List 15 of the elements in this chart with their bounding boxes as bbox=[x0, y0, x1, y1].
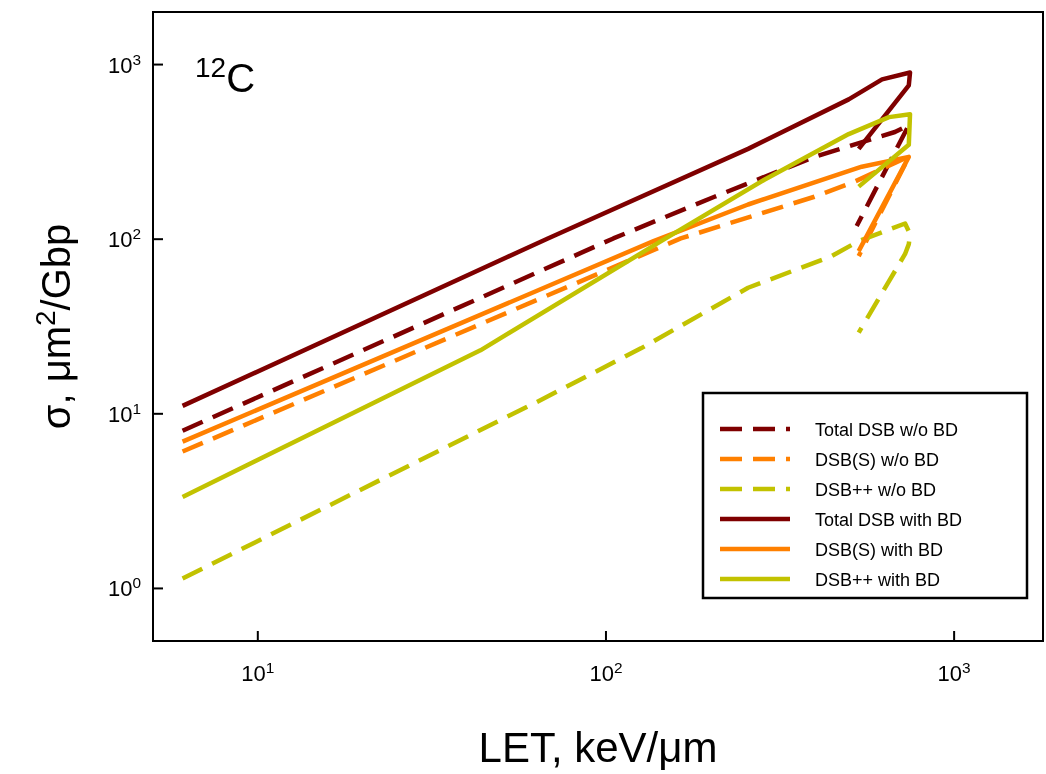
x-tick-label: 10$^{2}$ bbox=[589, 658, 623, 686]
legend-label: DSB++ with BD bbox=[815, 570, 941, 590]
x-axis-title: LET, keV/μm bbox=[478, 724, 718, 771]
x-tick-label: 10$^{3}$ bbox=[937, 658, 971, 686]
legend-label: DSB++ w/o BD bbox=[815, 480, 937, 500]
y-tick-label: 10$^{3}$ bbox=[107, 50, 141, 78]
y-tick-label: 10$^{2}$ bbox=[107, 224, 141, 253]
y-tick-label: 10$^{1}$ bbox=[107, 399, 141, 427]
annotation: $^{12}$C bbox=[195, 51, 256, 100]
legend-label: DSB(S) w/o BD bbox=[815, 450, 940, 470]
legend-label: Total DSB with BD bbox=[815, 510, 963, 530]
legend-label: DSB(S) with BD bbox=[815, 540, 944, 560]
x-tick-label: 10$^{1}$ bbox=[241, 658, 275, 686]
y-tick-label: 10$^{0}$ bbox=[107, 573, 141, 602]
legend-label: Total DSB w/o BD bbox=[815, 420, 959, 440]
